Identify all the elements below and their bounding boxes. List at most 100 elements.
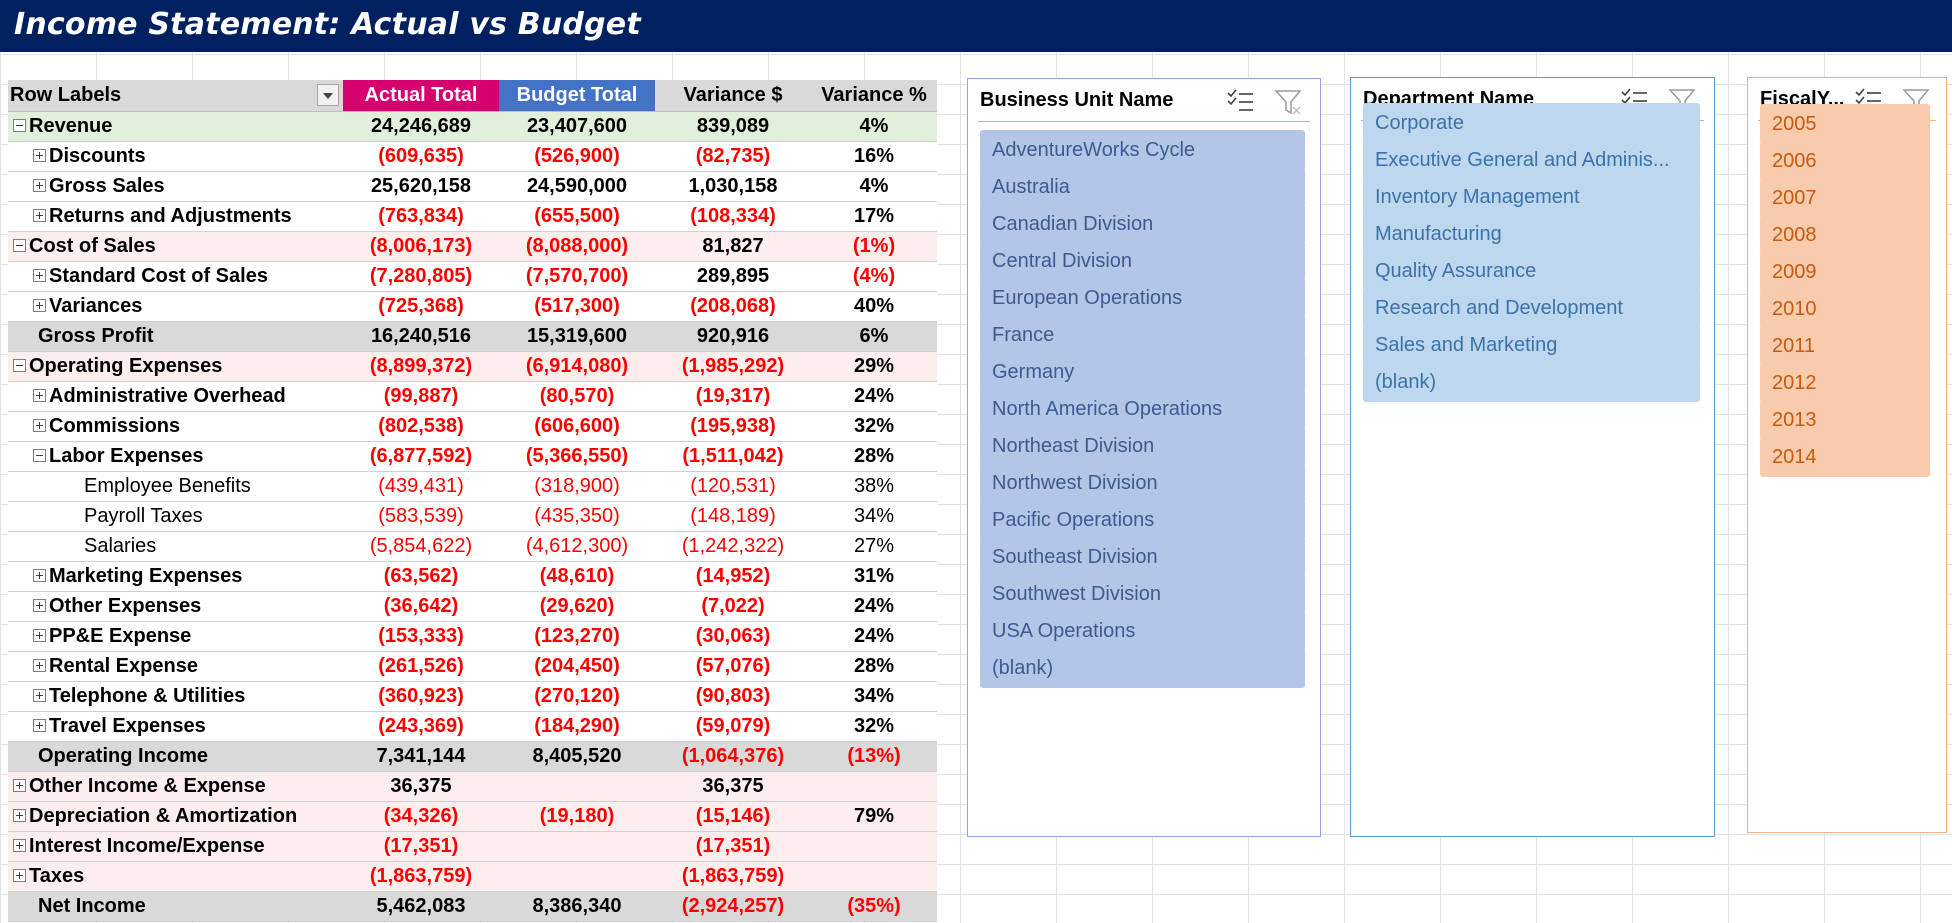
slicer-item[interactable]: 2009	[1760, 252, 1930, 292]
variance-amount-cell[interactable]: (1,985,292)	[681, 355, 785, 377]
pivot-row[interactable]: Operating Expenses (8,899,372) (6,914,080)…	[8, 352, 937, 382]
expand-icon[interactable]	[33, 628, 46, 642]
variance-percent-cell[interactable]: 34%	[853, 685, 895, 707]
budget-total-cell[interactable]: (6,914,080)	[525, 355, 629, 377]
variance-percent-cell[interactable]: 24%	[853, 625, 895, 647]
pivot-row[interactable]: Revenue 24,246,689 23,407,600 839,089 4%	[8, 112, 937, 142]
variance-amount-cell[interactable]: (90,803)	[695, 685, 771, 707]
variance-amount-cell[interactable]: (14,952)	[695, 565, 771, 587]
variance-amount-cell[interactable]: (1,064,376)	[681, 745, 785, 767]
variance-amount-cell[interactable]: (59,079)	[695, 715, 771, 737]
pivot-row[interactable]: Returns and Adjustments (763,834) (655,500…	[8, 202, 937, 232]
actual-total-cell[interactable]: 36,375	[390, 775, 452, 797]
slicer-item[interactable]: Canadian Division	[980, 204, 1305, 244]
variance-percent-cell[interactable]: 24%	[853, 595, 895, 617]
pivot-row[interactable]: Other Income & Expense 36,375 36,375	[8, 772, 937, 802]
slicer-item[interactable]: 2011	[1760, 326, 1930, 366]
expand-icon[interactable]	[13, 838, 26, 852]
variance-amount-cell[interactable]: 36,375	[702, 775, 764, 797]
variance-percent-cell[interactable]: 4%	[859, 175, 889, 197]
variance-amount-cell[interactable]: 1,030,158	[688, 175, 778, 197]
actual-total-cell[interactable]: (1,863,759)	[369, 865, 473, 887]
pivot-row[interactable]: Standard Cost of Sales (7,280,805) (7,570,…	[8, 262, 937, 292]
pivot-row[interactable]: Depreciation & Amortization (34,326) (19,1…	[8, 802, 937, 832]
row-label-cell[interactable]: Operating Income	[8, 742, 343, 771]
variance-percent-cell[interactable]	[811, 772, 937, 801]
slicer-item[interactable]: European Operations	[980, 278, 1305, 318]
actual-total-cell[interactable]: 25,620,158	[370, 175, 472, 197]
row-label-cell[interactable]: Revenue	[8, 112, 343, 141]
row-label-cell[interactable]: Net Income	[8, 892, 343, 921]
row-label-cell[interactable]: Returns and Adjustments	[8, 202, 343, 231]
expand-icon[interactable]	[33, 298, 46, 312]
actual-total-cell[interactable]: 7,341,144	[376, 745, 466, 767]
actual-total-header[interactable]: Actual Total	[343, 80, 499, 111]
budget-total-cell[interactable]: (318,900)	[534, 475, 620, 497]
slicer-item[interactable]: Southwest Division	[980, 574, 1305, 614]
actual-total-cell[interactable]: (5,854,622)	[369, 535, 473, 557]
variance-percent-cell[interactable]: 31%	[853, 565, 895, 587]
pivot-row[interactable]: Labor Expenses (6,877,592) (5,366,550) (1,5…	[8, 442, 937, 472]
budget-total-cell[interactable]: 8,405,520	[532, 745, 622, 767]
variance-percent-cell[interactable]: 29%	[853, 355, 895, 377]
row-label-cell[interactable]: PP&E Expense	[8, 622, 343, 651]
slicer-item[interactable]: Germany	[980, 352, 1305, 392]
variance-percent-cell[interactable]: (4%)	[852, 265, 896, 287]
variance-percent-cell[interactable]: 32%	[853, 415, 895, 437]
slicer-item[interactable]: 2014	[1760, 437, 1930, 477]
budget-total-cell[interactable]	[499, 862, 655, 891]
clear-filter-icon[interactable]	[1274, 88, 1304, 116]
pivot-row[interactable]: PP&E Expense (153,333) (123,270) (30,063) 24…	[8, 622, 937, 652]
pivot-row[interactable]: Cost of Sales (8,006,173) (8,088,000) 81,82…	[8, 232, 937, 262]
slicer-item[interactable]: Australia	[980, 167, 1305, 207]
slicer-item[interactable]: Northwest Division	[980, 463, 1305, 503]
row-label-cell[interactable]: Employee Benefits	[8, 472, 343, 501]
variance-amount-cell[interactable]: (30,063)	[695, 625, 771, 647]
pivot-row[interactable]: Administrative Overhead (99,887) (80,570) (…	[8, 382, 937, 412]
variance-amount-cell[interactable]: (120,531)	[690, 475, 776, 497]
slicer-item[interactable]: 2013	[1760, 400, 1930, 440]
row-label-cell[interactable]: Discounts	[8, 142, 343, 171]
budget-total-cell[interactable]: (435,350)	[534, 505, 620, 527]
expand-icon[interactable]	[13, 808, 26, 822]
collapse-icon[interactable]	[13, 118, 26, 132]
row-label-cell[interactable]: Cost of Sales	[8, 232, 343, 261]
actual-total-cell[interactable]: (243,369)	[378, 715, 464, 737]
slicer-item[interactable]: France	[980, 315, 1305, 355]
slicer-item[interactable]: Inventory Management	[1363, 177, 1700, 217]
actual-total-cell[interactable]: (609,635)	[378, 145, 464, 167]
row-label-cell[interactable]: Variances	[8, 292, 343, 321]
pivot-row[interactable]: Taxes (1,863,759) (1,863,759)	[8, 862, 937, 892]
filter-dropdown-icon[interactable]	[317, 84, 339, 106]
pivot-row[interactable]: Travel Expenses (243,369) (184,290) (59,079…	[8, 712, 937, 742]
budget-total-cell[interactable]: 24,590,000	[526, 175, 628, 197]
row-label-cell[interactable]: Telephone & Utilities	[8, 682, 343, 711]
expand-icon[interactable]	[13, 778, 26, 792]
slicer-item[interactable]: Quality Assurance	[1363, 251, 1700, 291]
budget-total-header[interactable]: Budget Total	[499, 80, 655, 111]
variance-percent-cell[interactable]: 16%	[853, 145, 895, 167]
actual-total-cell[interactable]: (63,562)	[383, 565, 459, 587]
expand-icon[interactable]	[33, 598, 46, 612]
slicer-item[interactable]: 2008	[1760, 215, 1930, 255]
budget-total-cell[interactable]: (48,610)	[539, 565, 615, 587]
variance-percent-cell[interactable]: 28%	[853, 445, 895, 467]
budget-total-cell[interactable]	[499, 832, 655, 861]
collapse-icon[interactable]	[13, 358, 26, 372]
slicer-item[interactable]: (blank)	[980, 648, 1305, 688]
actual-total-cell[interactable]: (99,887)	[383, 385, 459, 407]
expand-icon[interactable]	[33, 568, 46, 582]
variance-percent-cell[interactable]: (13%)	[847, 745, 901, 767]
variance-percent-cell[interactable]: 79%	[853, 805, 895, 827]
pivot-row[interactable]: Discounts (609,635) (526,900) (82,735) 16%	[8, 142, 937, 172]
row-label-cell[interactable]: Operating Expenses	[8, 352, 343, 381]
budget-total-cell[interactable]: (517,300)	[534, 295, 620, 317]
slicer-item[interactable]: 2010	[1760, 289, 1930, 329]
expand-icon[interactable]	[33, 178, 46, 192]
variance-percent-cell[interactable]: 32%	[853, 715, 895, 737]
row-label-cell[interactable]: Other Income & Expense	[8, 772, 343, 801]
actual-total-cell[interactable]: (261,526)	[378, 655, 464, 677]
pivot-row[interactable]: Commissions (802,538) (606,600) (195,938) 32…	[8, 412, 937, 442]
actual-total-cell[interactable]: 5,462,083	[376, 895, 466, 917]
variance-amount-cell[interactable]: (19,317)	[695, 385, 771, 407]
